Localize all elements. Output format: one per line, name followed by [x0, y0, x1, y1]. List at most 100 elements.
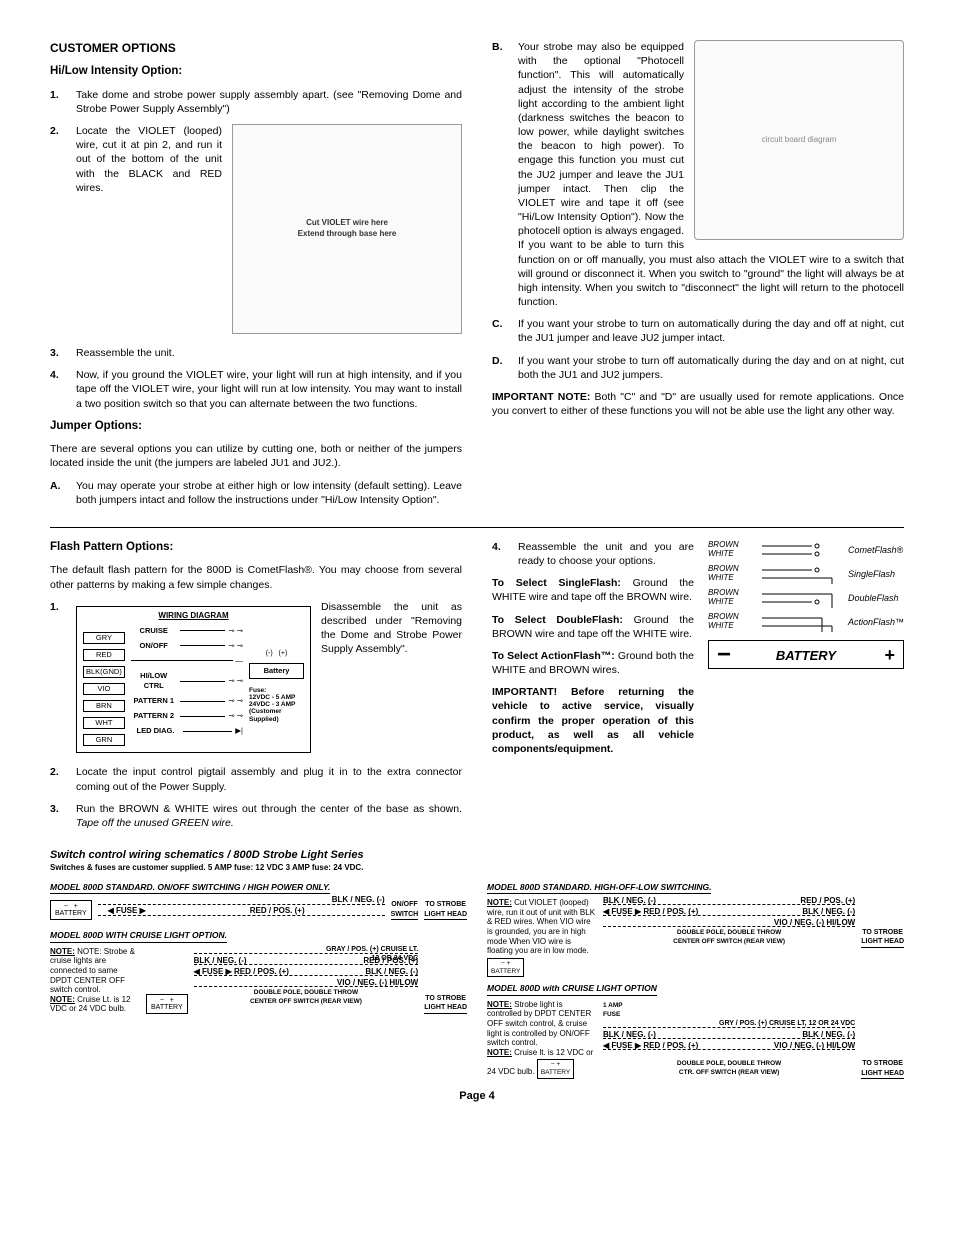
wire-label: VIO / NEG. (-) HI/LOW [337, 978, 418, 989]
jumper-list-right: B. circuit board diagram Your strobe may… [492, 40, 904, 382]
wire-label: WHT [83, 717, 125, 729]
list-item: 4. Now, if you ground the VIOLET wire, y… [50, 368, 462, 411]
important-return: IMPORTANT! Before returning the vehicle … [492, 685, 694, 756]
wire-label: BLK / NEG. (-) [332, 895, 385, 906]
step-number: 4. [492, 540, 518, 568]
list-item: A. You may operate your strobe at either… [50, 479, 462, 507]
heading-customer-options: CUSTOMER OPTIONS [50, 40, 462, 56]
text-run: Locate the VIOLET (looped) wire, cut it … [76, 125, 222, 194]
step-number: 2. [50, 765, 76, 793]
row-label: ON/OFF [131, 641, 177, 651]
pcb-diagram: circuit board diagram [694, 40, 904, 240]
flash-steps: 1. WIRING DIAGRAM GRY RED BLK(GND) VIO [50, 600, 462, 830]
flash-name: DoubleFlash [848, 592, 904, 604]
wiring-diagram: WIRING DIAGRAM GRY RED BLK(GND) VIO BRN … [76, 606, 311, 754]
wire-label: BLK / NEG. (-) [603, 896, 656, 907]
schem-note: NOTE: Strobe light is controlled by DPDT… [487, 1000, 597, 1079]
schematics-right: MODEL 800D STANDARD. HIGH-OFF-LOW SWITCH… [487, 876, 904, 1079]
step-number: 1. [50, 88, 76, 116]
flash-symbol [762, 540, 842, 560]
step-number: 3. [50, 346, 76, 360]
step-number: 2. [50, 124, 76, 338]
flash-section: Flash Pattern Options: The default flash… [50, 540, 904, 838]
list-item: 1. WIRING DIAGRAM GRY RED BLK(GND) VIO [50, 600, 462, 758]
battery-icon: − +BATTERY [146, 994, 188, 1014]
text-run: Run the BROWN & WHITE wires out through … [76, 803, 462, 815]
schematics-section: Switch control wiring schematics / 800D … [50, 848, 904, 1079]
select-single: To Select SingleFlash: Ground the WHITE … [492, 576, 694, 604]
wiring-title: WIRING DIAGRAM [83, 611, 304, 622]
step-text: If you want your strobe to turn off auto… [518, 354, 904, 382]
flash-name: SingleFlash [848, 568, 904, 580]
wire-label: VIO / NEG. (-) HI/LOW [774, 1041, 855, 1052]
list-item: 3. Run the BROWN & WHITE wires out throu… [50, 802, 462, 830]
text-run: Disassemble the unit as described under … [321, 601, 462, 656]
step-text: Run the BROWN & WHITE wires out through … [76, 802, 462, 830]
step-text: WIRING DIAGRAM GRY RED BLK(GND) VIO BRN … [76, 600, 462, 758]
label: To Select SingleFlash: [492, 577, 621, 589]
row-label: CRUISE [131, 626, 177, 636]
flash-option-row: BROWNWHITE SingleFlash [708, 564, 904, 584]
flash-name: CometFlash® [848, 544, 904, 556]
model-heading: MODEL 800D STANDARD. HIGH-OFF-LOW SWITCH… [487, 882, 711, 894]
flash-symbol [762, 564, 842, 584]
wire-label: BRN [83, 700, 125, 712]
list-item: C. If you want your strobe to turn on au… [492, 317, 904, 345]
dpdt-label: DOUBLE POLE, DOUBLE THROW CTR. OFF SWITC… [603, 1060, 855, 1078]
step-text: Take dome and strobe power supply assemb… [76, 88, 462, 116]
wire-label: RED / POS. (+) [250, 906, 305, 917]
wire-label: RED / POS. (+) [363, 956, 418, 967]
battery-box: − + BATTERY [708, 640, 904, 670]
wire-white: WHITE [708, 622, 756, 631]
battery-label: BATTERY [776, 648, 836, 663]
select-action: To Select ActionFlash™: Ground both the … [492, 649, 694, 677]
wire-white: WHITE [708, 550, 756, 559]
wire-label: BLK / NEG. (-) [802, 1030, 855, 1041]
step-text: Now, if you ground the VIOLET wire, your… [76, 368, 462, 411]
list-item: 2. Locate the input control pigtail asse… [50, 765, 462, 793]
schem-note: NOTE: Cut VIOLET (looped) wire, run it o… [487, 898, 597, 977]
row-label: PATTERN 1 [131, 696, 177, 706]
step-text: Cut VIOLET wire here Extend through base… [76, 124, 462, 338]
flash-intro: The default flash pattern for the 800D i… [50, 563, 462, 591]
wire-white: WHITE [708, 574, 756, 583]
text-run: Tape off the unused GREEN wire. [76, 817, 234, 829]
step-letter: C. [492, 317, 518, 345]
flash-symbol [762, 588, 842, 608]
list-item: 2. Cut VIOLET wire here Extend through b… [50, 124, 462, 338]
strobe-label: TO STROBE LIGHT HEAD [424, 900, 467, 920]
wire-label: BLK / NEG. (-) [802, 907, 855, 918]
jumper-intro: There are several options you can utiliz… [50, 442, 462, 470]
flash-symbol [762, 612, 842, 632]
wire-label: GRY / POS. (+) CRUISE LT, 12 OR 24 VDC [719, 1019, 855, 1028]
text-run: Your strobe may also be equipped with th… [518, 41, 684, 209]
list-item: 3. Reassemble the unit. [50, 346, 462, 360]
step-text: Reassemble the unit. [76, 346, 462, 360]
schematics-title: Switch control wiring schematics / 800D … [50, 848, 904, 863]
flash-right-column: 4. Reassemble the unit and you are ready… [492, 540, 904, 838]
wire-labels: GRY RED BLK(GND) VIO BRN WHT GRN [83, 626, 125, 747]
step-letter: A. [50, 479, 76, 507]
wire-white: WHITE [708, 598, 756, 607]
heading-flash: Flash Pattern Options: [50, 540, 462, 556]
list-item: 4. Reassemble the unit and you are ready… [492, 540, 694, 568]
jumper-list-left: A. You may operate your strobe at either… [50, 479, 462, 507]
right-column: B. circuit board diagram Your strobe may… [492, 40, 904, 515]
select-double: To Select DoubleFlash: Ground the BROWN … [492, 613, 694, 641]
heading-jumper: Jumper Options: [50, 419, 462, 435]
separator [50, 527, 904, 528]
row-label: LED DIAG. [131, 726, 180, 736]
label: To Select DoubleFlash: [492, 614, 623, 626]
wire-label: BLK / NEG. (-) [603, 1030, 656, 1041]
flash-option-row: BROWNWHITE ActionFlash™ [708, 612, 904, 632]
dpdt-label: DOUBLE POLE, DOUBLE THROW CENTER OFF SWI… [194, 989, 419, 1007]
plus-icon: + [884, 643, 895, 667]
strobe-label: TO STROBE LIGHT HEAD [424, 994, 467, 1014]
amp-label: 1 AMP FUSE [603, 1002, 855, 1020]
label: To Select ActionFlash™: [492, 650, 615, 662]
step-letter: B. [492, 40, 518, 309]
schem-note: NOTE: NOTE: Strobe & cruise lights are c… [50, 947, 140, 1014]
wire-label: GRY [83, 632, 125, 644]
diagram-label: circuit board diagram [762, 135, 837, 146]
step-letter: D. [492, 354, 518, 382]
